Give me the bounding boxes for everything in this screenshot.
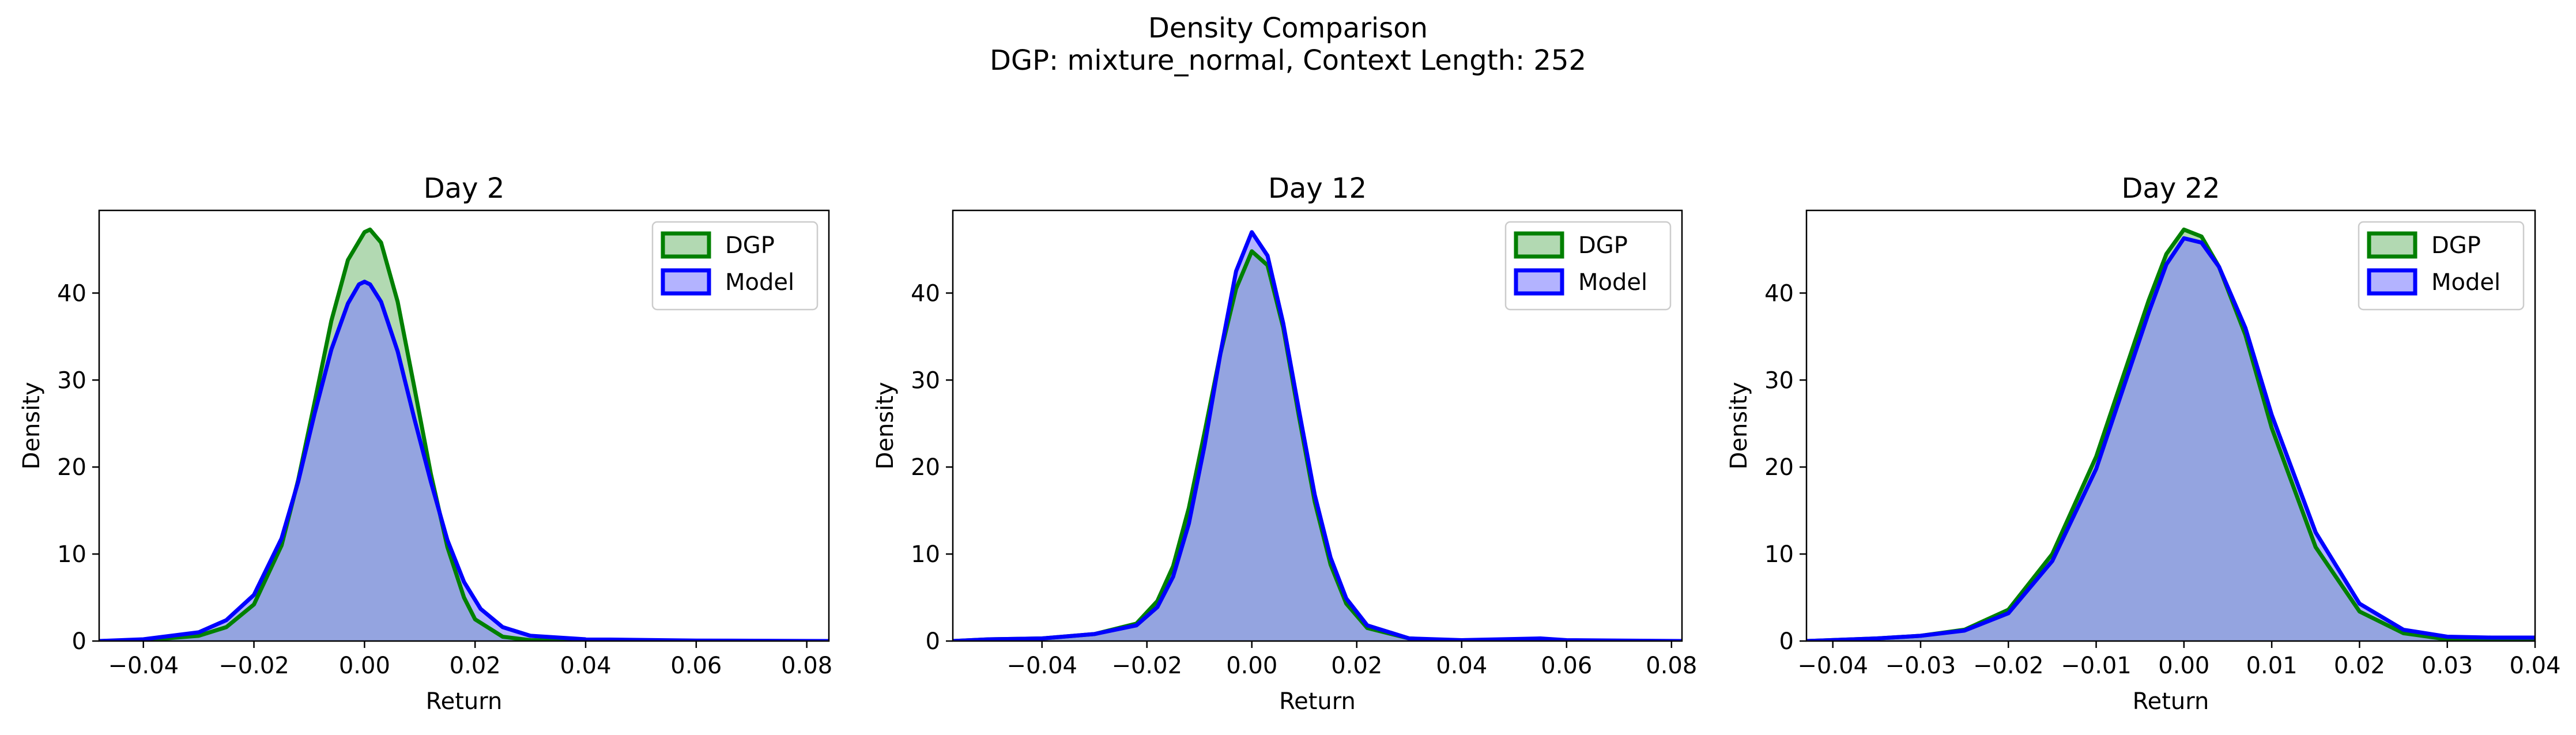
x-tick-label: −0.02 — [1973, 653, 2044, 679]
x-tick-label: 0.04 — [2509, 653, 2560, 679]
x-tick-label: −0.03 — [1885, 653, 1956, 679]
density-fill-model — [1806, 238, 2535, 641]
legend-label-model: Model — [725, 269, 794, 296]
subplot-day-3: −0.04 −0.03 −0.02 −0.01 0.00 0.01 0.02 0.03 0.04… — [1726, 172, 2561, 715]
y-tick-label: 40 — [1764, 280, 1794, 307]
legend-label-dgp: DGP — [1578, 232, 1628, 259]
axes-frame — [952, 209, 1683, 642]
x-tick-label: 0.00 — [1226, 653, 1277, 679]
y-tick-label: 10 — [911, 541, 940, 568]
legend-label-model: Model — [1578, 269, 1647, 296]
density-fill-model — [99, 281, 829, 641]
y-tick-label: 0 — [72, 628, 86, 655]
x-tick-label: −0.01 — [2061, 653, 2132, 679]
x-tick-label: −0.04 — [1797, 653, 1868, 679]
y-tick-label: 20 — [911, 454, 940, 481]
x-tick-label: −0.04 — [108, 653, 179, 679]
x-axis-label: Return — [1279, 688, 1356, 715]
x-tick-label: 0.06 — [1541, 653, 1592, 679]
axes-frame — [98, 209, 830, 642]
x-tick-label: 0.02 — [450, 653, 501, 679]
plot-area — [953, 230, 1682, 641]
y-tick-label: 0 — [926, 628, 940, 655]
x-tick-label: 0.02 — [2334, 653, 2385, 679]
x-tick-label: 0.08 — [781, 653, 832, 679]
x-axis-label: Return — [2133, 688, 2209, 715]
subplot-day-2: −0.04 −0.02 0.00 0.02 0.04 0.06 0.08 0 10 20 30 40 D… — [872, 172, 1697, 715]
legend: DGP Model — [2358, 221, 2525, 311]
x-axis-label: Return — [426, 688, 503, 715]
legend-swatch-model — [2367, 268, 2417, 296]
y-tick-label: 40 — [911, 280, 940, 307]
y-tick-label: 10 — [57, 541, 86, 568]
axes-frame — [1805, 209, 2536, 642]
y-tick-label: 20 — [57, 454, 86, 481]
legend-swatch-dgp — [661, 231, 711, 259]
density-line-dgp — [99, 227, 829, 641]
y-tick-label: 10 — [1764, 541, 1794, 568]
plot-area — [99, 227, 829, 641]
x-tick-label: −0.02 — [1111, 653, 1182, 679]
x-tick-label: −0.04 — [1006, 653, 1077, 679]
legend-label-dgp: DGP — [725, 232, 775, 259]
x-tick-label: −0.02 — [218, 653, 289, 679]
legend: DGP Model — [651, 221, 819, 311]
y-axis-label: Density — [18, 382, 45, 469]
legend-label-model: Model — [2431, 269, 2500, 296]
y-tick-label: 20 — [1764, 454, 1794, 481]
x-tick-label: 0.00 — [2158, 653, 2209, 679]
subplot-title: Day 22 — [2121, 172, 2220, 205]
y-tick-label: 30 — [57, 367, 86, 394]
x-tick-label: 0.04 — [1436, 653, 1487, 679]
x-tick-label: 0.06 — [670, 653, 722, 679]
legend-swatch-dgp — [1514, 231, 1564, 259]
subplot-title: Day 2 — [424, 172, 505, 205]
y-axis-label: Density — [872, 382, 899, 469]
y-axis-label: Density — [1726, 382, 1752, 469]
x-tick-label: 0.03 — [2422, 653, 2473, 679]
figure-title: Density Comparison — [1148, 12, 1428, 44]
y-tick-label: 30 — [911, 367, 940, 394]
x-tick-label: 0.04 — [560, 653, 611, 679]
legend-label-dgp: DGP — [2431, 232, 2481, 259]
density-line-model — [1806, 236, 2535, 641]
density-line-model — [99, 280, 829, 641]
density-fill-model — [953, 232, 1682, 641]
x-tick-label: 0.08 — [1646, 653, 1697, 679]
y-tick-label: 30 — [1764, 367, 1794, 394]
subplot-day-1: −0.04 −0.02 0.00 0.02 0.04 0.06 0.08 0 10 20 30 40 D… — [18, 172, 832, 715]
density-line-model — [953, 230, 1682, 641]
legend-swatch-model — [1514, 268, 1564, 296]
figure-subtitle: DGP: mixture_normal, Context Length: 252 — [989, 44, 1587, 77]
legend-swatch-dgp — [2367, 231, 2417, 259]
legend: DGP Model — [1504, 221, 1672, 311]
y-tick-label: 0 — [1779, 628, 1794, 655]
x-tick-label: 0.02 — [1331, 653, 1382, 679]
legend-swatch-model — [661, 268, 711, 296]
plot-area — [1806, 227, 2535, 641]
x-tick-label: 0.00 — [339, 653, 390, 679]
x-tick-label: 0.01 — [2246, 653, 2298, 679]
y-tick-label: 40 — [57, 280, 86, 307]
subplot-title: Day 12 — [1268, 172, 1367, 205]
